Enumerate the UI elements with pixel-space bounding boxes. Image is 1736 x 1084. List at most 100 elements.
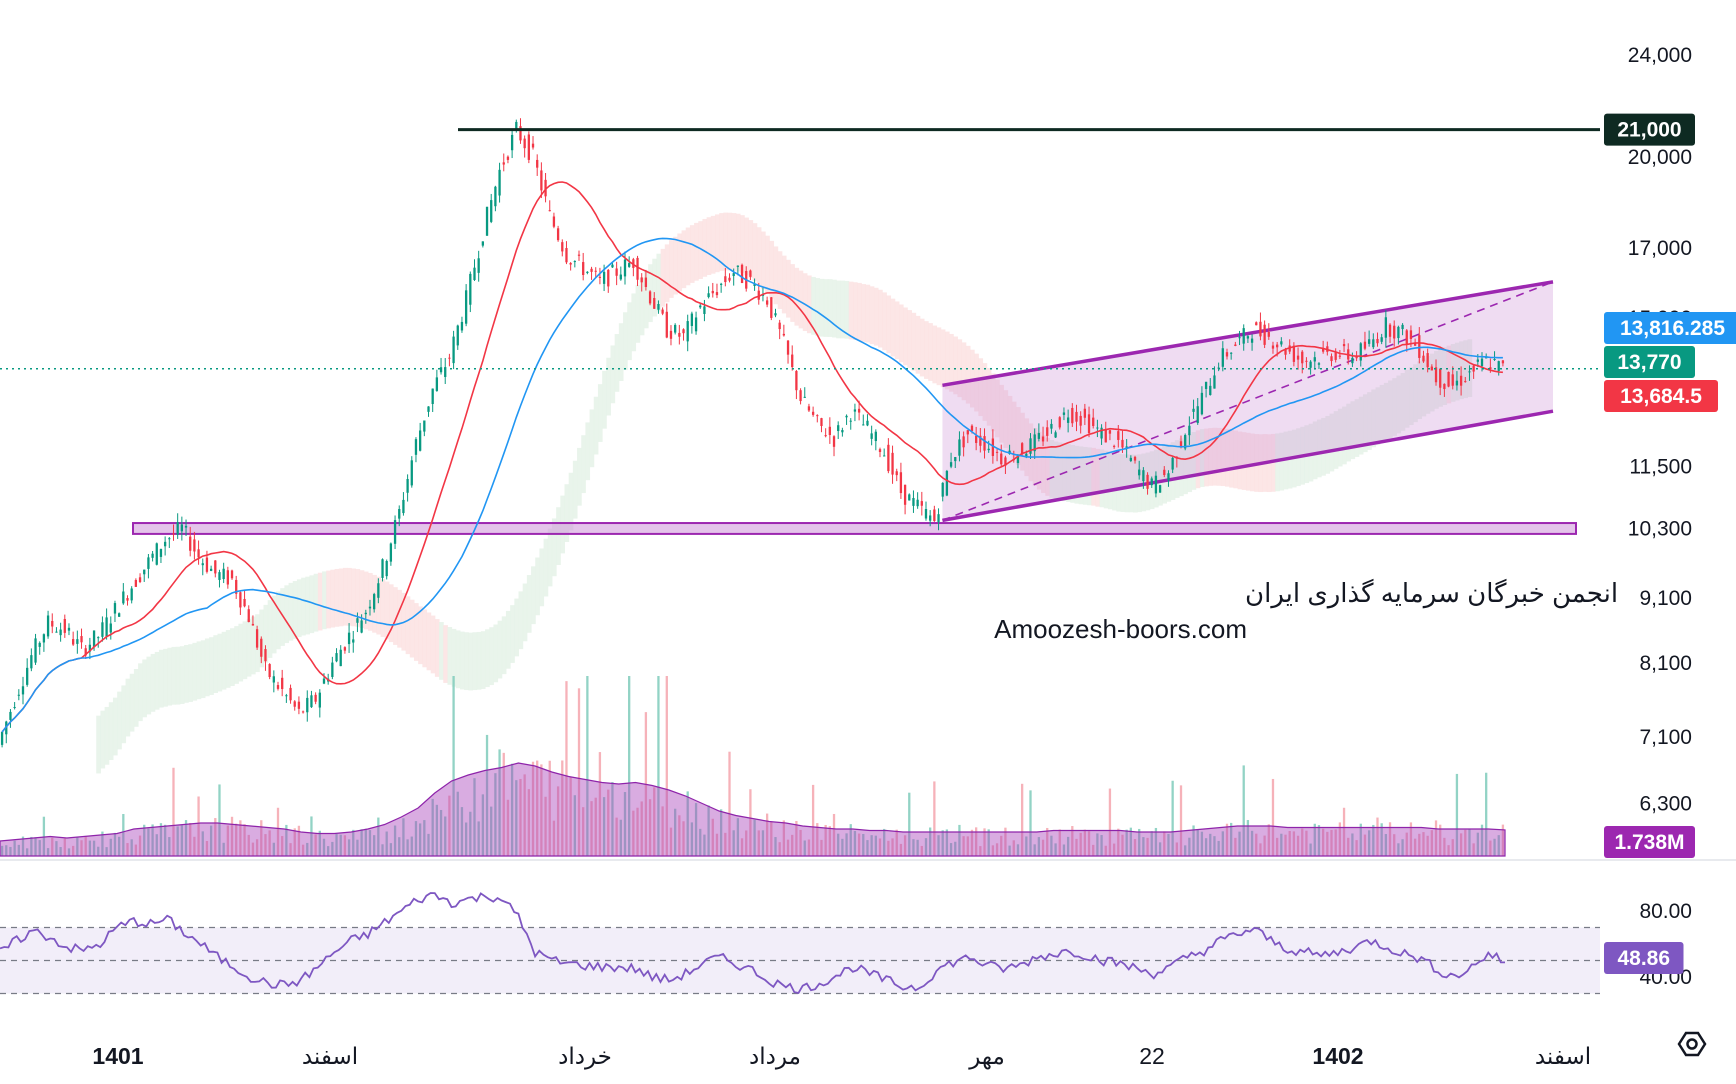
cloud-slice — [133, 668, 139, 727]
cloud-slice — [936, 327, 942, 386]
volume-bar — [13, 840, 16, 856]
cloud-slice — [439, 622, 444, 680]
volume-bar — [444, 816, 447, 856]
candle-body — [318, 692, 321, 708]
candle-body — [180, 524, 184, 532]
candle-body — [255, 629, 259, 648]
cloud-slice — [514, 598, 520, 657]
volume-bar — [523, 774, 526, 856]
volume-bar — [377, 817, 380, 856]
candle-body — [807, 406, 811, 411]
volume-bar — [1234, 837, 1237, 856]
candle-body — [749, 270, 752, 277]
volume-bar — [1200, 831, 1204, 856]
candle-body — [17, 694, 20, 696]
cloud-slice — [163, 648, 168, 707]
price-tick-label: 11,500 — [1629, 456, 1692, 479]
cloud-slice — [903, 307, 908, 366]
volume-bar — [1418, 833, 1421, 856]
candle-body — [1267, 331, 1270, 337]
settings-icon[interactable] — [1677, 1031, 1707, 1057]
cloud-slice — [1358, 396, 1364, 455]
volume-bar — [753, 819, 756, 856]
candle-body — [519, 126, 522, 141]
cloud-slice — [740, 215, 745, 273]
candle-body — [799, 390, 802, 402]
candle-body — [293, 701, 296, 707]
cloud-slice — [978, 358, 984, 417]
cloud-slice — [409, 599, 415, 658]
cloud-slice — [330, 569, 336, 628]
volume-bar — [1104, 845, 1107, 856]
volume-bar — [1000, 835, 1003, 856]
volume-bar — [485, 734, 489, 856]
cloud-slice — [949, 333, 954, 392]
candle-body — [201, 563, 204, 566]
candle-body — [21, 686, 25, 695]
volume-bar — [1204, 838, 1208, 856]
price-axis: 24,00020,00017,00015,00011,50010,3009,10… — [1628, 44, 1692, 989]
candle-body — [448, 357, 451, 359]
candle-body — [285, 695, 288, 697]
volume-bar — [636, 807, 639, 856]
candle-body — [774, 313, 777, 316]
cloud-slice — [1250, 433, 1255, 492]
cloud-slice — [882, 292, 887, 351]
volume-bar — [1384, 834, 1388, 856]
volume-bar — [310, 816, 313, 856]
volume-bar — [117, 836, 121, 856]
cloud-slice — [1082, 446, 1088, 505]
volume-bar — [448, 795, 451, 856]
candle-body — [874, 431, 877, 442]
cloud-slice — [710, 215, 716, 274]
volume-bar — [389, 843, 393, 856]
candle-body — [331, 662, 334, 677]
cloud-slice — [585, 422, 591, 481]
candle-body — [1384, 317, 1388, 338]
volume-bar — [1158, 842, 1162, 856]
candle-body — [598, 276, 602, 278]
volume-bar — [418, 823, 422, 856]
candle-body — [1163, 469, 1166, 476]
candle-body — [92, 630, 96, 648]
volume-pane — [0, 676, 1506, 857]
watermark: انجمن خبرگان سرمایه گذاری ایران Amoozesh… — [994, 578, 1618, 644]
candle-body — [540, 170, 543, 191]
volume-bar — [1125, 829, 1128, 856]
cloud-slice — [706, 217, 712, 275]
volume-bar — [816, 823, 819, 856]
cloud-slice — [1107, 451, 1113, 510]
cloud-slice — [1045, 438, 1050, 496]
candle-body — [899, 472, 903, 494]
cloud-slice — [1120, 454, 1126, 512]
volume-bar — [1246, 820, 1250, 856]
volume-bar — [1150, 831, 1153, 856]
cloud-slice — [1321, 417, 1326, 476]
candle-body — [878, 449, 882, 452]
volume-bar — [837, 833, 840, 856]
candle-body — [281, 677, 284, 690]
cloud-slice — [1199, 429, 1205, 487]
cloud-slice — [493, 624, 499, 683]
cloud-slice — [735, 213, 741, 272]
candle-body — [699, 305, 702, 308]
candle-body — [1380, 337, 1383, 342]
volume-bar — [619, 819, 622, 856]
volume-bar — [222, 842, 225, 856]
candle-body — [916, 499, 919, 507]
cloud-slice — [944, 331, 950, 390]
volume-bar — [1029, 790, 1032, 856]
ichimoku-cloud — [96, 212, 1473, 774]
cloud-slice — [250, 616, 256, 675]
cloud-slice — [614, 334, 620, 392]
volume-bar — [1430, 830, 1433, 856]
volume-bar — [55, 841, 58, 856]
volume-bar — [184, 820, 188, 856]
cloud-slice — [1015, 407, 1021, 465]
candle-body — [435, 377, 439, 391]
cloud-slice — [1375, 387, 1381, 446]
volume-bar — [540, 764, 543, 856]
candle-body — [937, 514, 940, 522]
